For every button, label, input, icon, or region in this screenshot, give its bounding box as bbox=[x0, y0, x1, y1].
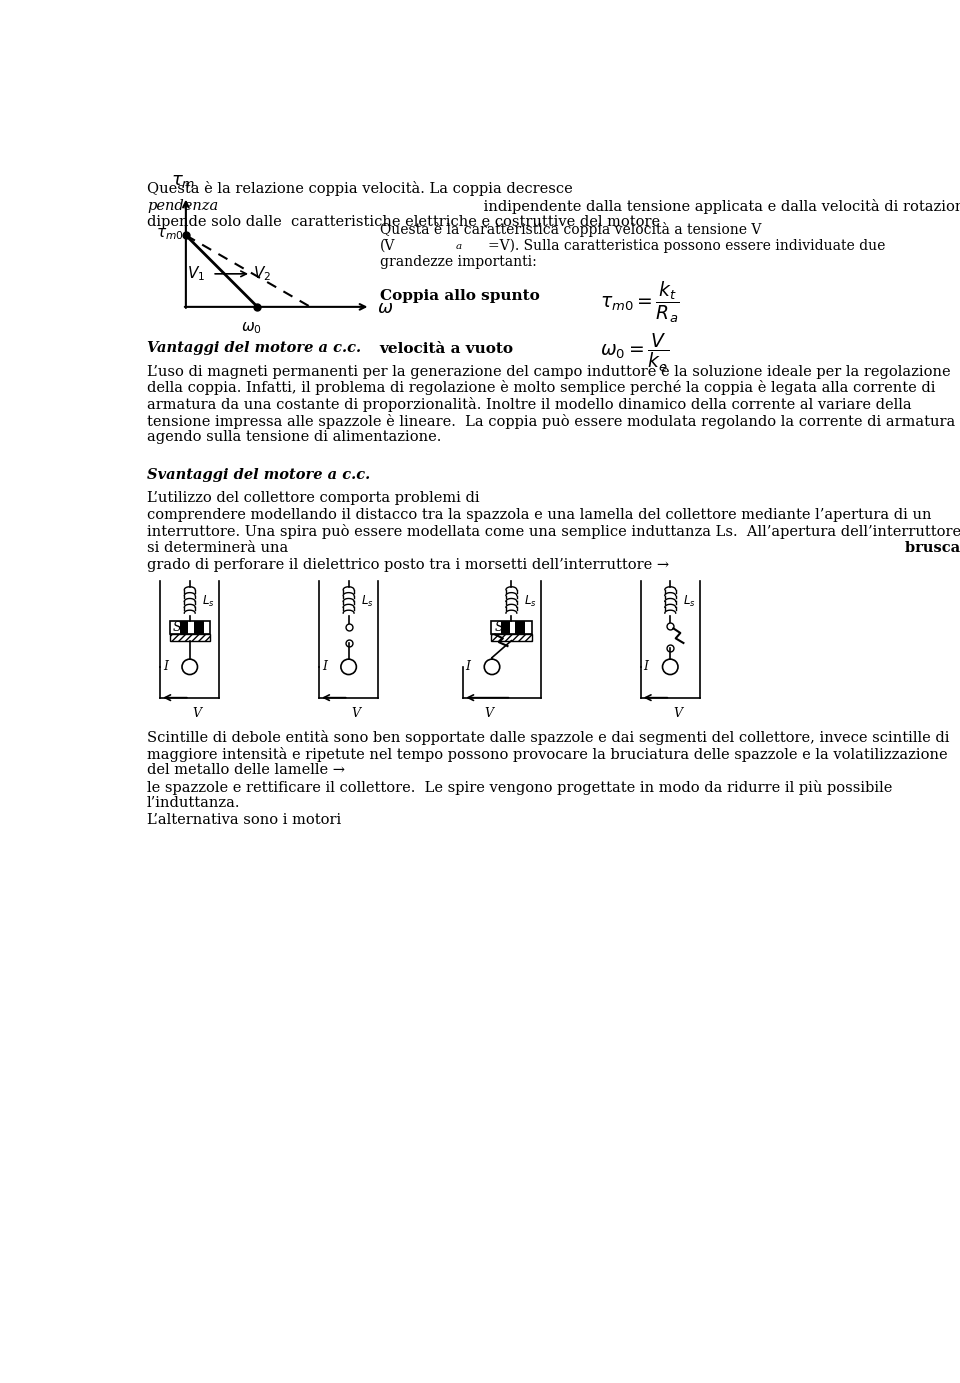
Text: $L_s$: $L_s$ bbox=[683, 593, 695, 609]
Text: $L_s$: $L_s$ bbox=[203, 593, 215, 609]
Bar bbox=[492, 633, 532, 640]
Text: Scintille di debole entità sono ben sopportate dalle spazzole e dai segmenti del: Scintille di debole entità sono ben sopp… bbox=[147, 730, 949, 745]
Text: agendo sulla tensione di alimentazione.: agendo sulla tensione di alimentazione. bbox=[147, 430, 442, 444]
Text: armatura da una costante di proporzionalità. Inoltre il modello dinamico della c: armatura da una costante di proporzional… bbox=[147, 397, 912, 412]
Text: grandezze importanti:: grandezze importanti: bbox=[379, 256, 537, 270]
Text: le spazzole e rettificare il collettore.  Le spire vengono progettate in modo da: le spazzole e rettificare il collettore.… bbox=[147, 780, 893, 795]
Text: $\omega_0 = \dfrac{V}{k_e}$: $\omega_0 = \dfrac{V}{k_e}$ bbox=[601, 332, 670, 375]
Text: $\tau_m$: $\tau_m$ bbox=[171, 171, 195, 189]
Text: Questa è la caratteristica coppia velocità a tensione V: Questa è la caratteristica coppia veloci… bbox=[379, 223, 761, 236]
Text: si determinerà una: si determinerà una bbox=[147, 541, 293, 555]
Text: =V). Sulla caratteristica possono essere individuate due: =V). Sulla caratteristica possono essere… bbox=[488, 239, 885, 253]
Text: pendenza: pendenza bbox=[147, 199, 218, 213]
Bar bbox=[501, 621, 510, 633]
Text: V: V bbox=[193, 707, 202, 721]
Bar bbox=[170, 633, 210, 640]
Text: (V: (V bbox=[379, 239, 395, 253]
Bar bbox=[194, 621, 204, 633]
Text: $\tau_{m0} = \dfrac{k_t}{R_a}$: $\tau_{m0} = \dfrac{k_t}{R_a}$ bbox=[601, 279, 680, 325]
Text: Questa è la relazione coppia velocità. La coppia decresce: Questa è la relazione coppia velocità. L… bbox=[147, 181, 578, 196]
Text: V: V bbox=[673, 707, 683, 721]
Bar bbox=[492, 621, 532, 633]
Text: comprendere modellando il distacco tra la spazzola e una lamella del collettore : comprendere modellando il distacco tra l… bbox=[147, 508, 931, 521]
Text: $V_1$: $V_1$ bbox=[187, 264, 205, 284]
Text: L’alternativa sono i motori: L’alternativa sono i motori bbox=[147, 813, 346, 827]
Text: velocità a vuoto: velocità a vuoto bbox=[379, 342, 514, 355]
Text: $\omega_0$: $\omega_0$ bbox=[241, 321, 262, 336]
Text: l’induttanza.: l’induttanza. bbox=[147, 797, 241, 810]
Text: I: I bbox=[163, 660, 168, 674]
Text: tensione impressa alle spazzole è lineare.  La coppia può essere modulata regola: tensione impressa alle spazzole è linear… bbox=[147, 414, 955, 429]
Text: V: V bbox=[484, 707, 493, 721]
Text: interruttore. Una spira può essere modellata come una semplice induttanza Ls.  A: interruttore. Una spira può essere model… bbox=[147, 524, 960, 539]
Text: $\tau_{m0}$: $\tau_{m0}$ bbox=[156, 225, 184, 242]
Text: della coppia. Infatti, il problema di regolazione è molto semplice perché la cop: della coppia. Infatti, il problema di re… bbox=[147, 380, 936, 396]
Text: L’uso di magneti permanenti per la generazione del campo induttore è la soluzion: L’uso di magneti permanenti per la gener… bbox=[147, 364, 950, 379]
Text: I: I bbox=[322, 660, 327, 674]
Text: a: a bbox=[456, 242, 462, 250]
Text: L’utilizzo del collettore comporta problemi di: L’utilizzo del collettore comporta probl… bbox=[147, 491, 485, 505]
Text: S: S bbox=[494, 621, 503, 633]
Text: del metallo delle lamelle →: del metallo delle lamelle → bbox=[147, 763, 349, 777]
Bar bbox=[180, 621, 188, 633]
Text: brusca variazione di corrente: brusca variazione di corrente bbox=[904, 541, 960, 555]
Text: $L_s$: $L_s$ bbox=[361, 593, 373, 609]
Text: $V_2$: $V_2$ bbox=[253, 264, 272, 284]
Text: grado di perforare il dielettrico posto tra i morsetti dell’interruttore →: grado di perforare il dielettrico posto … bbox=[147, 557, 674, 571]
Text: dipende solo dalle  caratteristiche elettriche e costruttive del motore: dipende solo dalle caratteristiche elett… bbox=[147, 216, 660, 230]
Text: S: S bbox=[173, 621, 181, 633]
Text: I: I bbox=[643, 660, 649, 674]
Text: indipendente dalla tensione applicata e dalla velocità di rotazione → pendenza p: indipendente dalla tensione applicata e … bbox=[479, 199, 960, 214]
Bar bbox=[170, 621, 210, 633]
Text: maggiore intensità e ripetute nel tempo possono provocare la bruciatura delle sp: maggiore intensità e ripetute nel tempo … bbox=[147, 747, 948, 762]
Text: $\omega$: $\omega$ bbox=[377, 299, 394, 318]
Text: Coppia allo spunto: Coppia allo spunto bbox=[379, 289, 540, 303]
Bar bbox=[516, 621, 525, 633]
Text: I: I bbox=[466, 660, 470, 674]
Text: V: V bbox=[351, 707, 361, 721]
Text: $L_s$: $L_s$ bbox=[524, 593, 537, 609]
Text: Vantaggi del motore a c.c.: Vantaggi del motore a c.c. bbox=[147, 340, 361, 355]
Text: Svantaggi del motore a c.c.: Svantaggi del motore a c.c. bbox=[147, 469, 371, 483]
